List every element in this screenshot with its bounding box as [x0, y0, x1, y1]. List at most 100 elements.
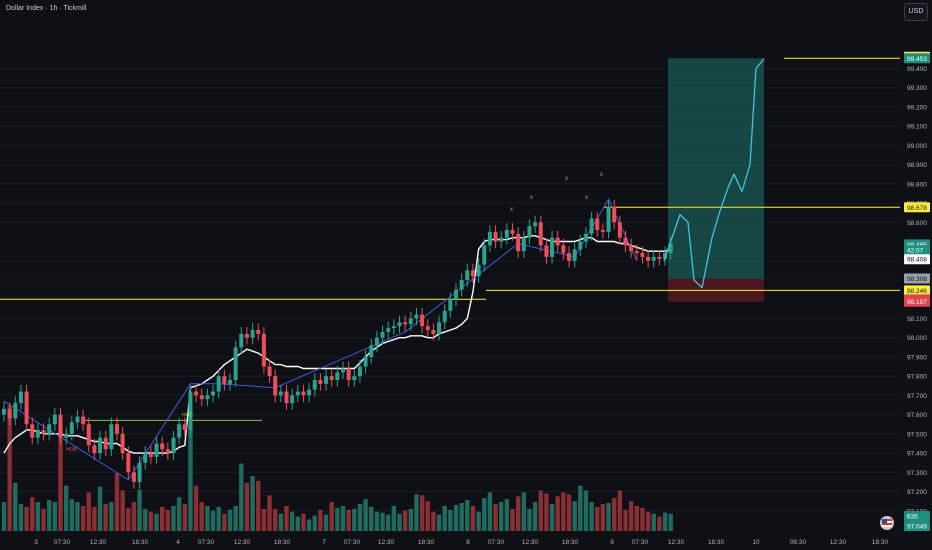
candle-body — [408, 318, 413, 325]
volume-bar — [295, 516, 300, 531]
candle-body — [527, 226, 532, 238]
candle-body — [561, 245, 566, 254]
volume-bar — [273, 508, 278, 531]
candle-body — [211, 391, 216, 396]
candle-body — [81, 416, 86, 425]
volume-bar — [182, 504, 187, 531]
time-tick-label: 10 — [752, 539, 760, 546]
volume-bar — [335, 507, 340, 531]
volume-bar — [199, 502, 204, 531]
volume-bar — [408, 508, 413, 531]
volume-bar — [555, 496, 560, 531]
candle-body — [239, 333, 244, 348]
swing-mark: x — [565, 176, 568, 182]
price-tick-label: 98.900 — [907, 162, 927, 169]
candle-body — [307, 389, 312, 396]
candle-body — [374, 337, 379, 346]
time-tick-label: 9 — [610, 539, 614, 546]
volume-bar — [600, 504, 606, 531]
candle-body — [499, 237, 504, 242]
chart-title: Dollar Index · 1h · Tickmill — [6, 5, 87, 12]
price-tick-label: 97.300 — [907, 470, 927, 477]
swing-mark: x — [600, 172, 603, 178]
volume-bar — [583, 490, 589, 531]
candle-body — [623, 237, 628, 246]
candle-body — [572, 249, 577, 261]
price-tick-label: 99.000 — [907, 143, 927, 150]
volume-bar — [301, 513, 306, 531]
volume-bar — [493, 504, 498, 531]
volume-label-box — [904, 511, 930, 521]
price-label: 98.408 — [907, 257, 927, 264]
candle-body — [250, 330, 255, 338]
candle-body — [612, 206, 617, 223]
time-tick-label: 12:30 — [90, 539, 107, 546]
hob-label: HOB — [182, 413, 194, 419]
volume-bar — [606, 503, 611, 531]
volume-bar — [18, 504, 24, 531]
candle-body — [640, 253, 645, 257]
horizontal-levels — [0, 57, 900, 421]
candle-body — [143, 453, 148, 463]
price-label: 98.246 — [907, 288, 927, 295]
volume-bar — [386, 514, 391, 531]
volume-bar — [148, 511, 154, 531]
volume-label-box — [904, 521, 930, 531]
volume-bar — [527, 508, 532, 531]
volume-bar — [476, 511, 481, 531]
volume-bar — [69, 499, 74, 531]
volume-bar — [357, 504, 363, 531]
time-tick-label: 07:30 — [198, 539, 215, 546]
volume-bar — [193, 485, 199, 531]
volume-bar — [267, 495, 272, 531]
currency-button[interactable]: USD — [904, 3, 928, 21]
volume-bar — [578, 485, 583, 531]
candle-body — [352, 376, 357, 380]
candle-body — [86, 424, 91, 446]
candle-body — [75, 416, 80, 423]
candle-body — [290, 395, 295, 404]
volume-bar — [80, 505, 86, 531]
volume-bar — [363, 499, 368, 531]
candle-body — [324, 376, 329, 384]
candle-body — [137, 462, 142, 482]
volume-bar — [210, 510, 216, 531]
time-tick-label: 18:30 — [708, 539, 725, 546]
projection-line — [663, 58, 765, 289]
volume-bar — [103, 504, 108, 531]
us-flag-icon[interactable] — [880, 516, 894, 530]
volume-bar — [566, 494, 572, 531]
time-tick-label: 12:30 — [378, 539, 395, 546]
volume-bar — [52, 502, 58, 531]
volume-bar — [13, 482, 18, 531]
volume-bar — [521, 492, 526, 531]
price-tick-label: 98.000 — [907, 335, 927, 342]
time-tick-label: 18:30 — [872, 539, 889, 546]
time-tick-label: 07:30 — [344, 539, 361, 546]
candle-body — [284, 391, 289, 404]
volume-bar — [352, 508, 357, 531]
volume-bar — [499, 502, 504, 531]
price-tick-label: 97.900 — [907, 354, 927, 361]
volume-bar — [662, 512, 668, 531]
volume-bar — [227, 509, 233, 531]
time-tick-label: 18:30 — [562, 539, 579, 546]
volume-bar — [640, 507, 645, 531]
volume-bar — [595, 506, 600, 531]
volume-bar — [289, 511, 295, 531]
candle-body — [634, 251, 639, 254]
volume-bar — [131, 502, 137, 531]
candle-body — [216, 376, 221, 392]
candle-body — [437, 322, 442, 334]
candle-body — [346, 368, 351, 380]
volume-bar — [284, 505, 289, 531]
candle-body — [261, 333, 266, 367]
time-tick-label: 4 — [176, 539, 180, 546]
time-tick-label: 18:30 — [132, 539, 149, 546]
volume-bar — [176, 497, 182, 531]
volume-bar — [188, 424, 193, 531]
candle-body — [420, 314, 425, 327]
candle-body — [278, 391, 283, 396]
volume-bar — [216, 506, 221, 531]
